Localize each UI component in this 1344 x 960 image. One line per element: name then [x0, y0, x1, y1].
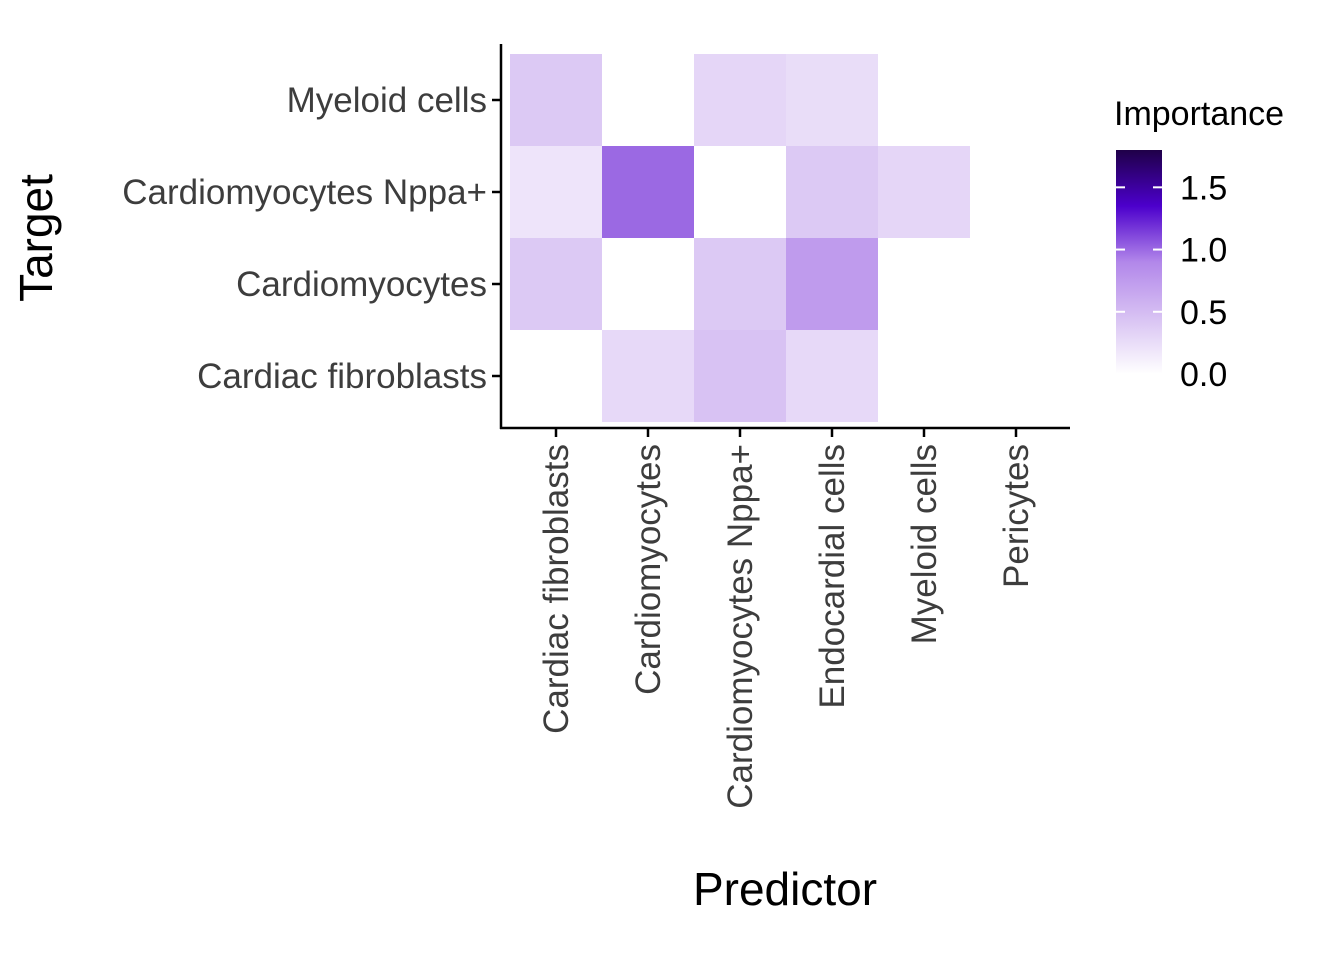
legend: Importance 0.0 0.5 1.0 1.5	[1114, 95, 1284, 394]
x-axis-title: Predictor	[693, 863, 877, 915]
legend-tick-label: 0.0	[1180, 356, 1227, 394]
heatmap-cell	[786, 330, 878, 422]
heatmap-cell	[510, 146, 602, 238]
x-tick-label: Cardiac fibroblasts	[537, 444, 576, 734]
legend-tick-label: 0.5	[1180, 294, 1227, 332]
heatmap-cell	[694, 330, 786, 422]
heatmap-cell	[786, 54, 878, 146]
axes	[499, 44, 1070, 430]
heatmap-cell	[694, 238, 786, 330]
y-axis-ticks: Cardiac fibroblasts Cardiomyocytes Cardiom…	[122, 81, 501, 396]
heatmap-cell	[510, 238, 602, 330]
y-tick-label: Cardiomyocytes Nppa+	[122, 173, 487, 212]
x-tick-label: Cardiomyocytes Nppa+	[721, 444, 760, 809]
x-axis-ticks: Cardiac fibroblasts Cardiomyocytes Cardiom…	[537, 428, 1036, 809]
legend-tick-label: 1.0	[1180, 232, 1227, 270]
legend-colorbar	[1116, 150, 1162, 374]
heatmap-cell	[510, 54, 602, 146]
heatmap-cell	[786, 238, 878, 330]
y-tick-label: Cardiac fibroblasts	[197, 357, 487, 396]
y-tick-label: Cardiomyocytes	[236, 265, 487, 304]
heatmap-cell	[878, 146, 970, 238]
x-tick-label: Endocardial cells	[813, 444, 852, 709]
heatmap-cell	[602, 146, 694, 238]
y-tick-label: Myeloid cells	[287, 81, 487, 120]
x-tick-label: Cardiomyocytes	[629, 444, 668, 695]
x-tick-label: Pericytes	[997, 444, 1036, 588]
legend-title: Importance	[1114, 95, 1284, 133]
heatmap-cell	[602, 330, 694, 422]
x-tick-label: Myeloid cells	[905, 444, 944, 644]
heatmap-cells	[510, 54, 970, 422]
legend-tick-label: 1.5	[1180, 169, 1227, 207]
legend-ticks: 0.0 0.5 1.0 1.5	[1116, 169, 1227, 394]
heatmap-cell	[786, 146, 878, 238]
heatmap-cell	[694, 54, 786, 146]
y-axis-title: Target	[10, 174, 62, 302]
